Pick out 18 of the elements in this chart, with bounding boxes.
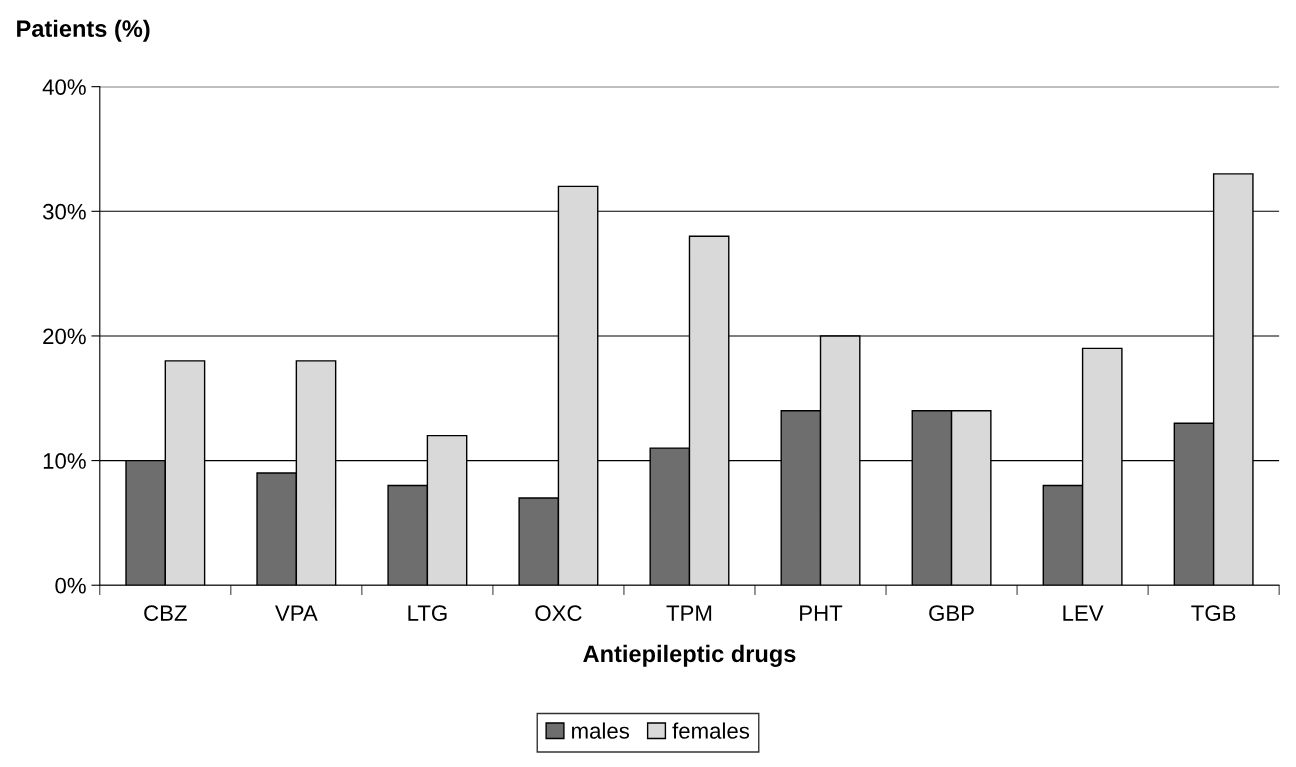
legend-label: males (572, 722, 630, 739)
x-tick-label: OXC (535, 605, 582, 621)
x-tick-label: VPA (275, 605, 318, 621)
y-tick-label: 20% (43, 328, 86, 345)
x-tick-label: GBP (929, 605, 974, 621)
y-tick-label: 30% (42, 203, 86, 220)
x-tick-label: LTG (408, 605, 447, 621)
y-tick-label: 0% (55, 577, 86, 594)
x-tick-label: TGB (1191, 605, 1236, 621)
y-tick-label: 10% (43, 453, 86, 469)
x-tick-label: PHT (800, 605, 843, 621)
y-tick-label: 40% (42, 79, 86, 95)
x-tick-label: CBZ (144, 605, 187, 621)
x-tick-label: LEV (1063, 605, 1104, 621)
x-tick-label: TPM (666, 605, 712, 621)
legend-label: females (672, 722, 750, 739)
x-axis-title: Antiepileptic drugs (583, 644, 796, 667)
y-axis-title: Patients (%) (17, 19, 150, 42)
